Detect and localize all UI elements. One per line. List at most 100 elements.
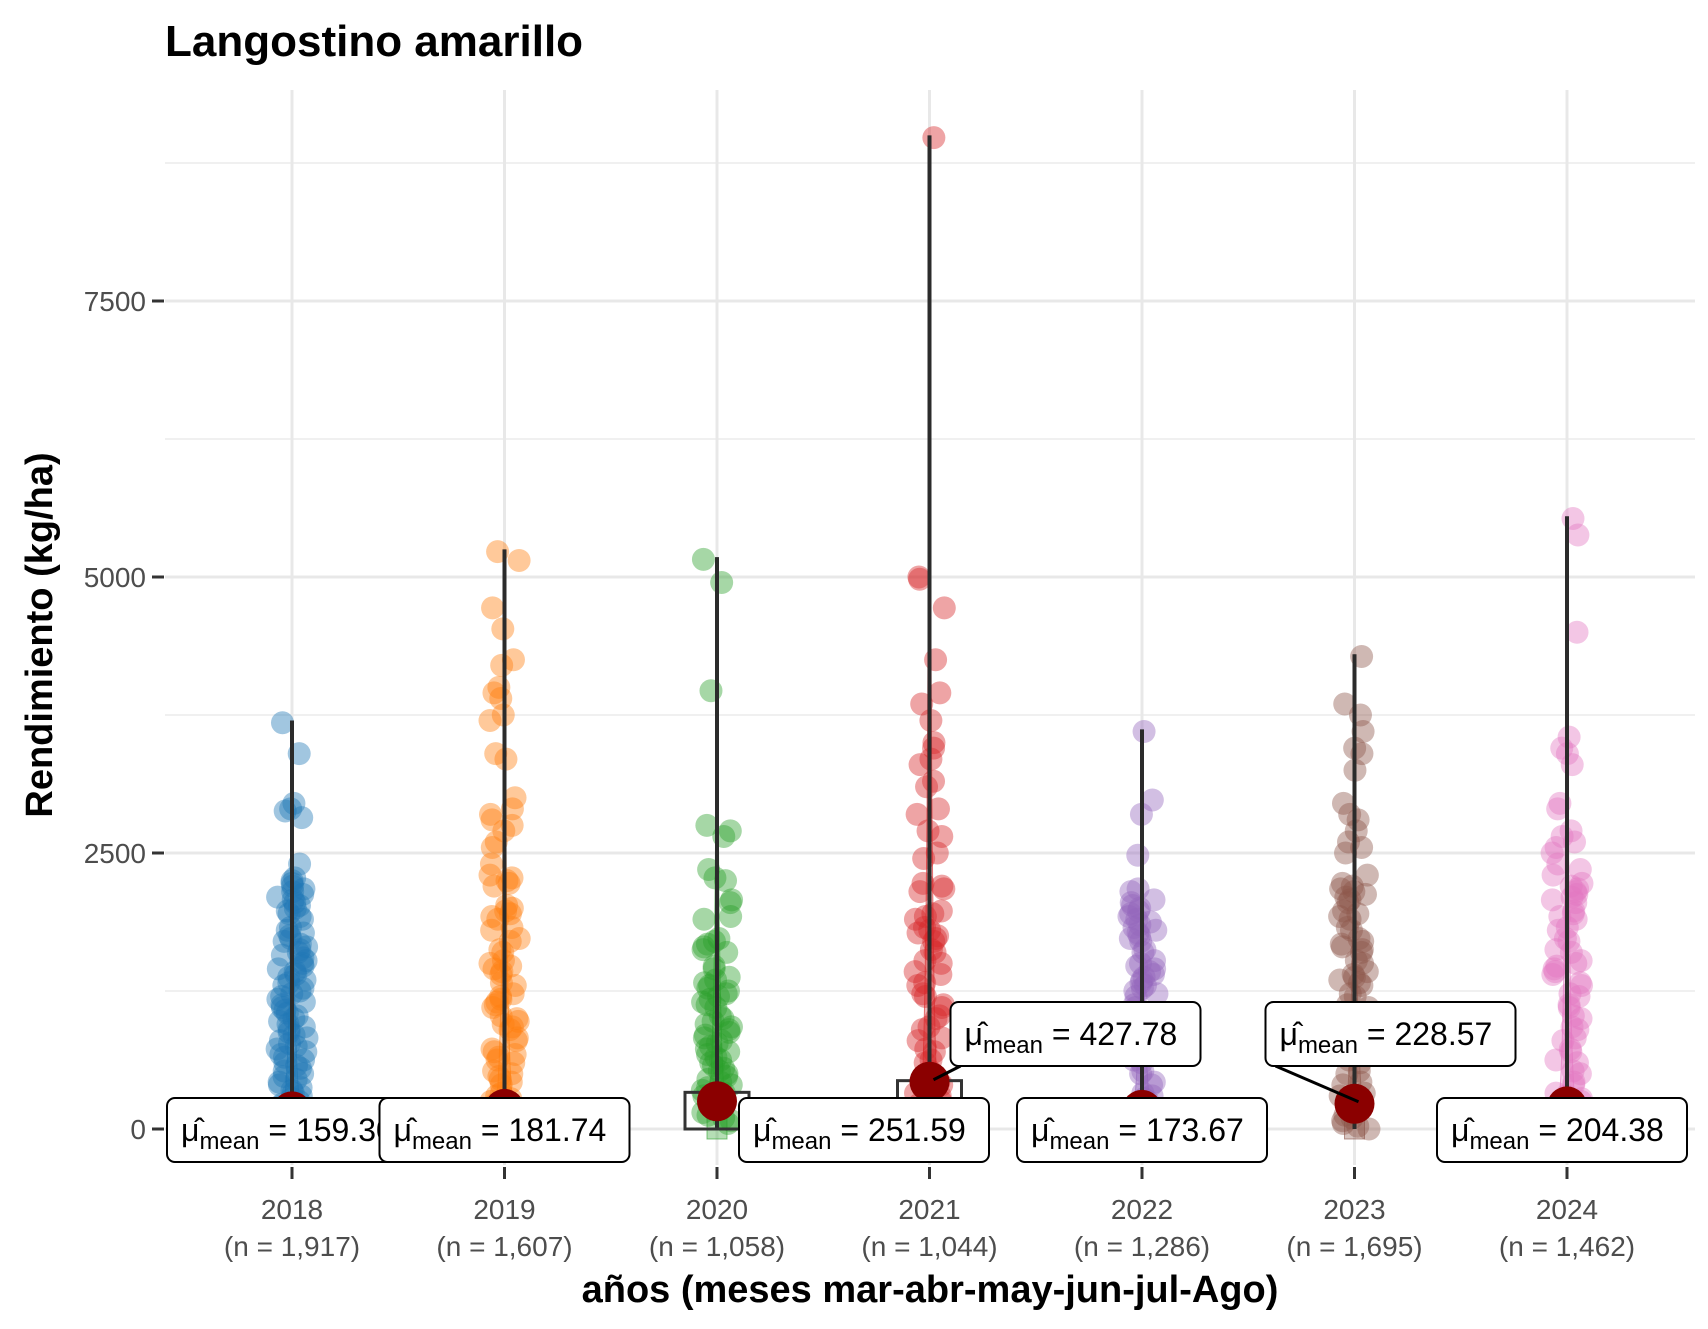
mean-annotation-2019: μ̂mean = 181.74 <box>378 1097 631 1163</box>
data-point-2024 <box>1558 1037 1582 1061</box>
mean-subscript: mean <box>1049 1128 1109 1155</box>
data-point-2024 <box>1569 949 1593 973</box>
data-point-2021 <box>908 753 932 777</box>
data-point-2024 <box>1545 954 1569 978</box>
data-point-2024 <box>1566 1018 1590 1042</box>
data-point-2022 <box>1126 843 1150 867</box>
data-point-2021 <box>929 962 953 986</box>
x-tick-label-n: (n = 1,286) <box>1074 1231 1210 1262</box>
mean-value: = 181.74 <box>472 1112 606 1148</box>
data-point-2022 <box>1132 965 1156 989</box>
data-point-2018 <box>266 987 290 1011</box>
data-point-2023 <box>1339 918 1363 942</box>
data-point-2021 <box>915 775 939 799</box>
data-point-2024 <box>1557 725 1581 749</box>
data-point-2019 <box>501 648 525 672</box>
data-point-2020 <box>701 1054 725 1078</box>
data-point-2022 <box>1128 896 1152 920</box>
data-point-2018 <box>277 971 301 995</box>
data-point-2019 <box>500 1015 524 1039</box>
data-point-2019 <box>480 904 504 928</box>
annotation-box <box>738 1097 990 1163</box>
data-point-2018 <box>270 993 294 1017</box>
data-point-2018 <box>266 957 290 981</box>
data-point-2022 <box>1145 982 1169 1006</box>
x-tick-label-n: (n = 1,695) <box>1286 1231 1422 1262</box>
annotation-text: μ̂mean = 427.78 <box>965 1016 1178 1059</box>
data-point-2024 <box>1564 891 1588 915</box>
data-point-2024 <box>1543 960 1567 984</box>
x-tick-label-year: 2021 <box>898 1194 960 1225</box>
data-point-2021 <box>931 993 955 1017</box>
data-point-2024 <box>1568 971 1592 995</box>
data-point-2024 <box>1568 858 1592 882</box>
data-point-2019 <box>500 797 524 821</box>
data-point-2018 <box>277 1020 301 1044</box>
data-point-2018 <box>288 932 312 956</box>
data-point-2021 <box>914 1037 938 1061</box>
data-point-2018 <box>291 951 315 975</box>
data-point-2019 <box>506 1009 530 1033</box>
data-point-2022 <box>1142 888 1166 912</box>
mean-annotation-2024: μ̂mean = 204.38 <box>1436 1097 1688 1163</box>
data-point-2020 <box>720 888 744 912</box>
data-point-2020 <box>693 1023 717 1047</box>
y-tick-label: 5000 <box>84 562 146 593</box>
mean-subscript: mean <box>771 1128 831 1155</box>
x-axis-title: años (meses mar-abr-may-jun-jul-Ago) <box>582 1269 1279 1311</box>
annotation-box <box>1016 1097 1268 1163</box>
data-point-2024 <box>1560 753 1584 777</box>
data-point-2024 <box>1570 871 1594 895</box>
data-point-2018 <box>291 882 315 906</box>
data-point-2024 <box>1566 523 1590 547</box>
data-point-2019 <box>483 993 507 1017</box>
data-point-2024 <box>1544 835 1568 859</box>
data-point-2020 <box>703 866 727 890</box>
data-point-2021 <box>929 899 953 923</box>
data-point-2020 <box>710 571 734 595</box>
data-point-2020 <box>695 813 719 837</box>
data-point-2023 <box>1355 863 1379 887</box>
y-tick-label: 2500 <box>84 838 146 869</box>
data-point-2024 <box>1541 863 1565 887</box>
data-point-2019 <box>482 874 506 898</box>
annotation-text: μ̂mean = 204.38 <box>1451 1112 1664 1155</box>
annotation-box <box>1264 1001 1517 1067</box>
data-point-2019 <box>482 957 506 981</box>
annotation-box <box>949 1001 1202 1067</box>
data-point-2018 <box>295 1026 319 1050</box>
data-point-2022 <box>1143 957 1167 981</box>
annotation-text: μ̂mean = 173.67 <box>1031 1112 1244 1155</box>
data-point-2024 <box>1558 982 1582 1006</box>
data-point-2019 <box>501 982 525 1006</box>
data-point-2019 <box>505 1026 529 1050</box>
data-point-2019 <box>495 893 519 917</box>
data-point-2024 <box>1540 888 1564 912</box>
data-point-2020 <box>716 979 740 1003</box>
data-point-2019 <box>504 1029 528 1053</box>
data-point-2018 <box>278 924 302 948</box>
data-point-2022 <box>1132 720 1156 744</box>
data-point-2020 <box>709 1048 733 1072</box>
data-point-2023 <box>1330 871 1354 895</box>
data-point-2018 <box>291 954 315 978</box>
mean-annotation-2023: μ̂mean = 228.57 <box>1264 1001 1517 1067</box>
data-point-2020 <box>692 1026 716 1050</box>
data-point-2020 <box>707 1059 731 1083</box>
data-point-2020 <box>717 1018 741 1042</box>
data-point-2018 <box>290 907 314 931</box>
data-point-2021 <box>928 681 952 705</box>
mean-subscript: mean <box>1298 1032 1358 1059</box>
data-point-2018 <box>291 921 315 945</box>
data-point-2021 <box>906 1029 930 1053</box>
data-point-2024 <box>1565 882 1589 906</box>
data-point-2023 <box>1328 968 1352 992</box>
data-point-2024 <box>1546 797 1570 821</box>
data-point-2018 <box>277 1018 301 1042</box>
data-point-2020 <box>702 929 726 953</box>
data-point-2024 <box>1564 880 1588 904</box>
data-point-2018 <box>272 1065 296 1089</box>
data-point-2022 <box>1142 1070 1166 1094</box>
data-point-2021 <box>926 797 950 821</box>
data-point-2018 <box>283 891 307 915</box>
